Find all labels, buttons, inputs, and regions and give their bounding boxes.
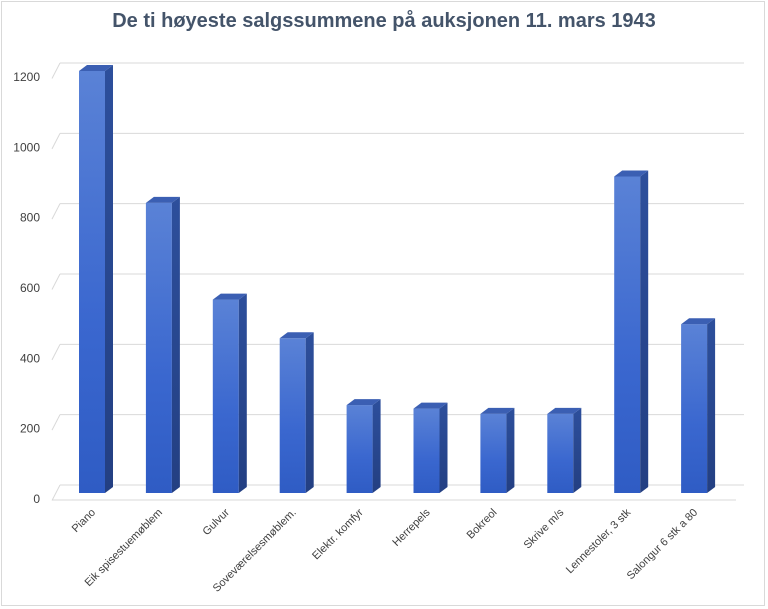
bar-side	[573, 407, 582, 493]
y-tick-label: 0	[33, 492, 40, 506]
bar-side	[238, 293, 247, 493]
bar-top	[145, 196, 180, 203]
grid-line-depth	[51, 203, 61, 220]
bar-front	[79, 71, 105, 493]
bar-front	[480, 413, 507, 493]
y-tick-label: 800	[20, 211, 40, 225]
bar	[279, 332, 314, 493]
chart-title: De ti høyeste salgssummene på auksjonen …	[112, 10, 656, 32]
bar	[212, 293, 247, 493]
bar	[413, 402, 448, 493]
bar-top	[413, 402, 448, 409]
bar-side	[305, 332, 314, 493]
bar	[145, 196, 180, 493]
x-tick-label: Eik spisestuemøblem	[83, 507, 165, 589]
bar-side	[707, 318, 716, 493]
bar-top	[681, 318, 716, 325]
bar	[681, 318, 716, 493]
x-tick-label: Skrive m/s	[522, 506, 567, 551]
bar-front	[346, 405, 373, 493]
x-tick-label: Bokreol	[465, 507, 500, 542]
bar	[614, 170, 649, 493]
bar-front	[413, 408, 440, 493]
bar-side	[439, 402, 448, 493]
grid-line-depth	[51, 273, 61, 290]
bar-front	[614, 176, 641, 493]
bar	[79, 65, 113, 493]
x-tick-label: Salongur 6 stk a 80	[625, 507, 701, 583]
bar-top	[212, 293, 247, 300]
bar-top	[346, 399, 381, 406]
x-tick-label: Elektr. komfyr	[310, 506, 366, 562]
grid-line-depth	[51, 62, 61, 79]
bar-front	[212, 299, 239, 493]
y-tick-label: 1200	[13, 70, 40, 84]
y-tick-label: 400	[20, 351, 40, 365]
x-tick-label: Gulvur	[201, 506, 233, 538]
y-tick-label: 1000	[13, 140, 40, 154]
bar-top	[279, 332, 314, 339]
bar	[480, 407, 515, 493]
y-axis: 0 200 400 600 800 1000 1200	[13, 70, 40, 506]
bar-front	[145, 202, 172, 493]
y-tick-label: 600	[20, 281, 40, 295]
grid-line-depth	[51, 344, 61, 361]
bar	[346, 399, 381, 493]
bar-top	[79, 65, 113, 71]
bar-top	[547, 407, 582, 414]
bar-side	[640, 170, 649, 493]
bar-front	[547, 413, 574, 493]
y-tick-label: 200	[20, 422, 40, 436]
bar-front	[681, 324, 708, 493]
grid-line-depth	[51, 414, 61, 431]
x-tick-label: Lennestoler, 3 stk	[564, 506, 634, 576]
bar-front	[279, 338, 306, 493]
bar-side	[372, 399, 381, 493]
bar-top	[480, 407, 515, 414]
grid-line-depth	[51, 484, 61, 501]
bar-side	[171, 196, 180, 493]
bar-side	[506, 407, 515, 493]
x-tick-label: Herrepels	[390, 506, 433, 549]
x-tick-label: Piano	[70, 507, 98, 535]
bar-top	[614, 170, 649, 177]
bar-side	[105, 65, 113, 493]
bars	[79, 65, 716, 493]
grid-line-depth	[51, 133, 61, 150]
bar	[547, 407, 582, 493]
